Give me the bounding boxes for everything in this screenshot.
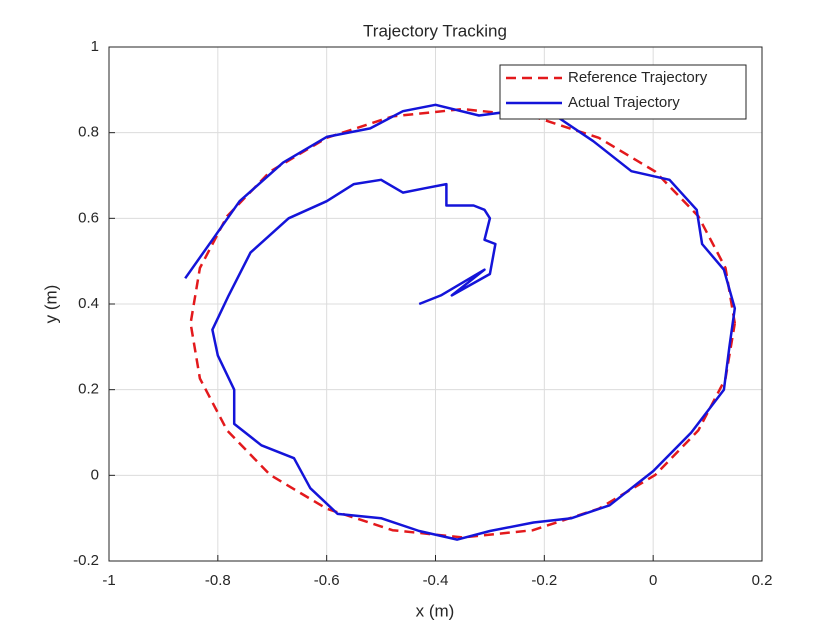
x-axis-label: x (m): [416, 601, 455, 620]
y-tick-label: 0.2: [78, 381, 99, 398]
x-tick-label: -0.4: [423, 572, 449, 589]
x-tick-label: -1: [102, 572, 115, 589]
y-axis-label: y (m): [41, 285, 60, 324]
x-tick-label: -0.8: [205, 572, 231, 589]
x-tick-label: 0.2: [752, 572, 773, 589]
x-tick-label: -0.2: [531, 572, 557, 589]
x-tick-label: 0: [649, 572, 657, 589]
y-tick-label: 0.8: [78, 124, 99, 141]
legend-label: Actual Trajectory: [568, 94, 680, 111]
axes-box: [108, 46, 763, 562]
x-tick-label: -0.6: [314, 572, 340, 589]
legend-label: Reference Trajectory: [568, 69, 708, 86]
legend-box: [499, 64, 747, 120]
y-tick-label: 0.6: [78, 209, 99, 226]
y-tick-label: -0.2: [73, 552, 99, 569]
y-tick-label: 0: [91, 466, 99, 483]
y-tick-label: 1: [91, 38, 99, 55]
y-tick-label: 0.4: [78, 295, 99, 312]
chart-title: Trajectory Tracking: [363, 21, 507, 40]
